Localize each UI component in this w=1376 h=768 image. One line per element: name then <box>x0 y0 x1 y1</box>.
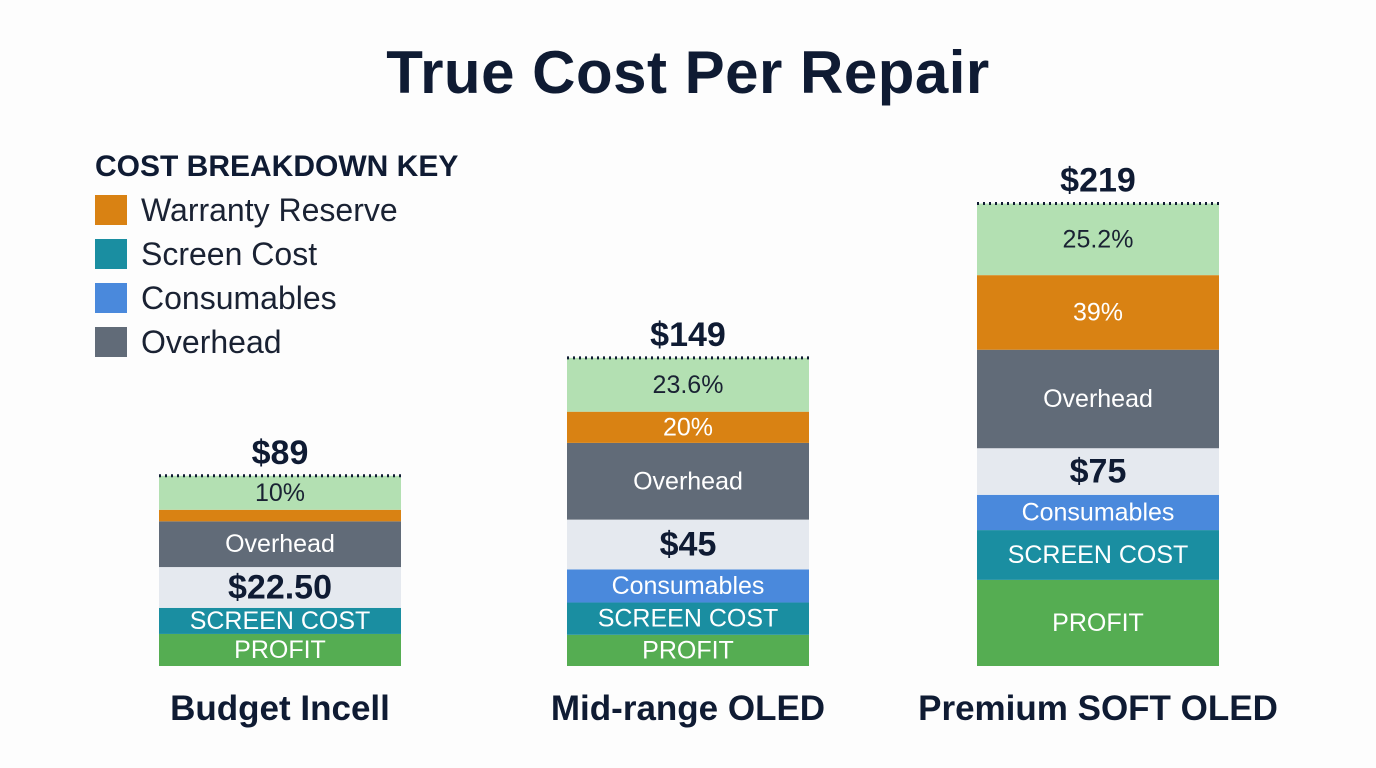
legend-swatch <box>95 327 127 357</box>
bar-segment-consumables <box>567 569 809 603</box>
bar-segment-cost-total <box>159 567 401 608</box>
segment-label-margin: 23.6% <box>653 371 724 399</box>
bar-segment-consumables <box>977 494 1219 531</box>
bar-segment-profit <box>977 579 1219 666</box>
bar-total-label: $149 <box>650 316 726 354</box>
segment-label-margin: 10% <box>255 479 305 507</box>
x-tick-label: Premium SOFT OLED <box>918 689 1278 728</box>
x-tick-label: Budget Incell <box>170 689 390 728</box>
legend-item-warranty-reserve: Warranty Reserve <box>95 188 458 232</box>
segment-label-profit: PROFIT <box>642 636 734 664</box>
segment-label-cost-total: $45 <box>660 526 717 564</box>
bar-segment-overhead <box>159 521 401 568</box>
legend-swatch <box>95 283 127 313</box>
bar-segment-margin <box>567 357 809 412</box>
bar-segment-profit <box>159 633 401 666</box>
legend-label: Warranty Reserve <box>141 191 398 228</box>
segment-label-consumables: Consumables <box>1022 498 1175 526</box>
bar-segment-cost-total <box>567 519 809 570</box>
bar-segment-cost-total <box>977 448 1219 495</box>
bar-total-label: $219 <box>1060 162 1136 200</box>
segment-label-warranty-reserve: 39% <box>1073 298 1123 326</box>
legend: COST BREAKDOWN KEY Warranty Reserve Scre… <box>95 150 458 364</box>
segment-label-consumables: Consumables <box>612 572 765 600</box>
segment-label-cost-total: $22.50 <box>228 568 332 606</box>
legend-label: Consumables <box>141 279 337 316</box>
segment-label-profit: PROFIT <box>1052 609 1144 637</box>
bar-segment-margin <box>977 203 1219 276</box>
legend-title: COST BREAKDOWN KEY <box>95 150 459 183</box>
bar-total-label: $89 <box>252 434 309 472</box>
bar-segment-warranty-reserve <box>567 411 809 443</box>
segment-label-overhead: Overhead <box>225 530 335 558</box>
legend-swatch <box>95 239 127 269</box>
bar-segment-overhead <box>567 442 809 520</box>
chart-title: True Cost Per Repair <box>386 39 990 106</box>
x-tick-label: Mid-range OLED <box>551 689 825 728</box>
segment-label-cost-total: $75 <box>1070 453 1127 491</box>
bar-segment-overhead <box>977 349 1219 449</box>
segment-label-profit: PROFIT <box>234 636 326 664</box>
segment-label-overhead: Overhead <box>1043 385 1153 413</box>
legend-swatch <box>95 195 127 225</box>
legend-label: Overhead <box>141 323 282 360</box>
bar-segment-profit <box>567 634 809 666</box>
bar-segment-warranty-reserve <box>159 509 401 522</box>
segment-label-overhead: Overhead <box>633 467 743 495</box>
segment-label-screen-cost: SCREEN COST <box>190 607 371 635</box>
bar-segment-warranty-reserve <box>977 275 1219 350</box>
segment-label-margin: 25.2% <box>1063 225 1134 253</box>
segment-label-screen-cost: SCREEN COST <box>598 605 779 633</box>
legend-item-overhead: Overhead <box>95 320 458 364</box>
bar-segment-margin <box>159 475 401 510</box>
segment-label-screen-cost: SCREEN COST <box>1008 541 1189 569</box>
bar-segment-screen-cost <box>567 602 809 635</box>
bar-segment-screen-cost <box>159 607 401 634</box>
legend-item-consumables: Consumables <box>95 276 458 320</box>
legend-item-screen-cost: Screen Cost <box>95 232 458 276</box>
segment-label-warranty-reserve: 20% <box>663 413 713 441</box>
bar-segment-screen-cost <box>977 530 1219 580</box>
legend-label: Screen Cost <box>141 235 318 272</box>
